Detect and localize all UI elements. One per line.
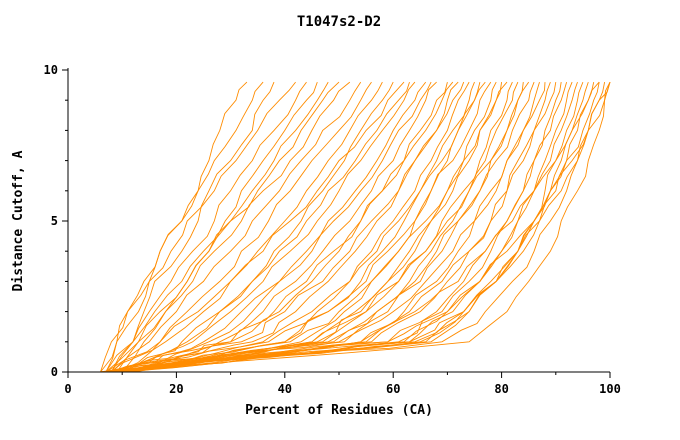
model-curve [116, 81, 340, 373]
tick-label: 0 [51, 365, 58, 379]
x-axis-label: Percent of Residues (CA) [245, 403, 433, 418]
tick-label: 40 [278, 382, 292, 396]
model-curve [100, 81, 264, 373]
model-curve [105, 81, 470, 373]
model-curve [111, 81, 589, 373]
model-curve [127, 81, 410, 373]
model-curve [116, 82, 503, 373]
model-curve [111, 82, 595, 373]
model-curve [100, 81, 296, 373]
tick-label: 5 [51, 214, 58, 228]
chart-title: T1047s2-D2 [297, 14, 381, 30]
model-curve [111, 81, 448, 373]
model-curve [105, 81, 584, 373]
model-curve [127, 81, 475, 373]
model-curve [111, 82, 557, 373]
model-curve [111, 81, 275, 373]
model-curve [132, 81, 497, 373]
model-curve [121, 81, 329, 373]
tick-label: 10 [44, 63, 58, 77]
axis-ticks [62, 69, 611, 378]
model-curve [105, 81, 405, 373]
tick-label: 0 [64, 382, 71, 396]
model-curve [105, 81, 318, 373]
tick-label: 100 [599, 382, 621, 396]
model-curve [132, 81, 432, 373]
model-curve [111, 81, 362, 373]
tick-label: 20 [169, 382, 183, 396]
model-curve [116, 81, 416, 373]
model-curves [100, 81, 611, 373]
model-curve [121, 81, 437, 373]
y-axis-label: Distance Cutoff, A [11, 150, 26, 291]
model-curve [122, 81, 519, 373]
model-curve [111, 81, 492, 373]
model-curve [116, 81, 600, 373]
model-curve [110, 81, 307, 373]
tick-label: 60 [386, 382, 400, 396]
model-curve [116, 81, 611, 373]
tick-label: 80 [494, 382, 508, 396]
model-curve [111, 81, 383, 373]
model-curve [105, 81, 611, 373]
model-curve [122, 81, 394, 373]
model-curve [105, 81, 351, 373]
model-curve [111, 81, 427, 373]
model-curve [116, 81, 372, 373]
model-curve [105, 81, 513, 373]
axis-tick-labels: 0 20 40 60 80 100 0 5 10 [44, 63, 621, 396]
model-curve [111, 82, 524, 373]
